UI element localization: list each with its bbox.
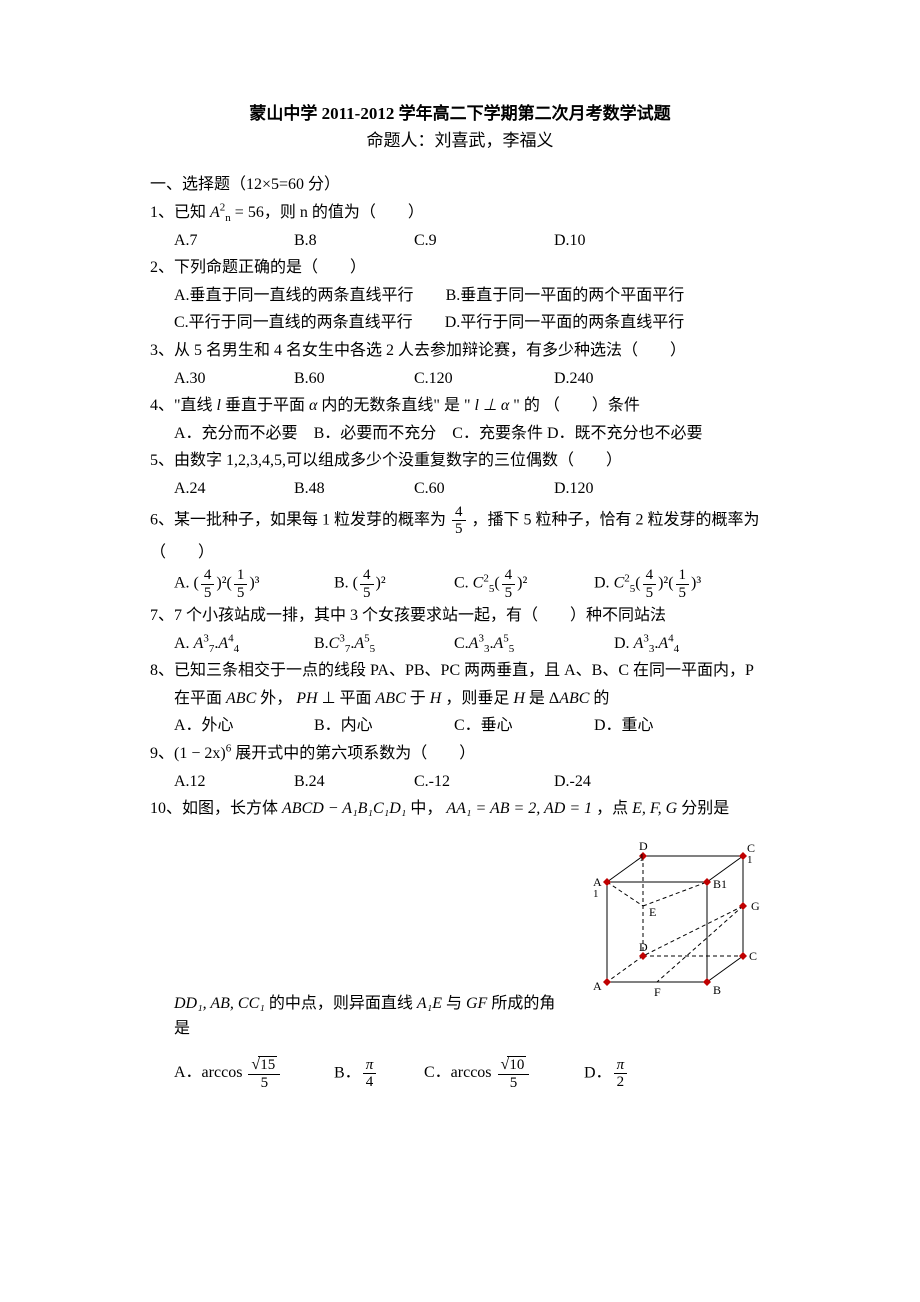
svg-text:B: B <box>713 983 721 997</box>
q9-opt-b: B.24 <box>294 769 414 795</box>
q8-opt-d: D．重心 <box>594 713 654 739</box>
q1-options: A.7 B.8 C.9 D.10 <box>150 228 770 254</box>
q10-stem-line2: DD₁, AB, CC₁ 的中点，则异面直线 A₁E 与 GF 所成的角是 <box>150 991 564 1042</box>
q3-opt-b: B.60 <box>294 366 414 392</box>
q6-opt-c: C. C25(45)² <box>454 567 594 601</box>
q2-options-row2: C.平行于同一直线的两条直线平行 D.平行于同一平面的两条直线平行 <box>150 310 770 336</box>
svg-text:B1: B1 <box>713 877 727 891</box>
q2-options-row1: A.垂直于同一直线的两条直线平行 B.垂直于同一平面的两个平面平行 <box>150 283 770 309</box>
svg-text:F: F <box>654 985 661 999</box>
q9-options: A.12 B.24 C.-12 D.-24 <box>150 769 770 795</box>
q8-stem-line2: 在平面 ABC 外， PH ⊥ 平面 ABC 于 H ，则垂足 H 是 ΔABC… <box>150 686 770 712</box>
q8-opt-b: B．内心 <box>314 713 454 739</box>
section-heading: 一、选择题（12×5=60 分） <box>150 172 770 198</box>
q4-opt-d: D．既不充分也不必要 <box>547 425 703 442</box>
q10-opt-a: A．arccos 155 <box>174 1056 334 1091</box>
q6-options: A. (45)²(15)³ B. (45)² C. C25(45)² D. C2… <box>150 567 770 601</box>
q10-stem-line1: 10、如图，长方体 ABCD − A₁B₁C₁D₁ 中， AA₁ = AB = … <box>150 796 770 822</box>
q4-opt-c: C．充要条件 <box>452 425 543 442</box>
q8-opt-c: C．垂心 <box>454 713 594 739</box>
q6-opt-a: A. (45)²(15)³ <box>174 567 334 601</box>
q7-opt-b: B.C37.A55 <box>314 631 454 657</box>
svg-text:A: A <box>593 875 602 889</box>
q3-opt-c: C.120 <box>414 366 554 392</box>
q9-opt-a: A.12 <box>174 769 294 795</box>
q4-opt-a: A．充分而不必要 <box>174 425 298 442</box>
q4-options: A．充分而不必要 B．必要而不充分 C．充要条件 D．既不充分也不必要 <box>150 421 770 447</box>
q6-paren: （ ） <box>150 540 770 566</box>
q1-stem: 1、已知 A2n = 56，则 n 的值为（ ） <box>150 200 770 226</box>
q3-stem: 3、从 5 名男生和 4 名女生中各选 2 人去参加辩论赛，有多少种选法（ ） <box>150 338 770 364</box>
q6-opt-d: D. C25(45)²(15)³ <box>594 567 701 601</box>
svg-text:D: D <box>639 940 648 954</box>
q6-opt-b: B. (45)² <box>334 567 454 601</box>
q7-opt-c: C.A33.A55 <box>454 631 614 657</box>
q3-opt-d: D.240 <box>554 366 594 392</box>
svg-text:E: E <box>649 905 656 919</box>
q8-stem-line1: 8、已知三条相交于一点的线段 PA、PB、PC 两两垂直，且 A、B、C 在同一… <box>150 658 770 684</box>
svg-text:D: D <box>639 839 648 853</box>
q5-opt-c: C.60 <box>414 476 554 502</box>
svg-text:1: 1 <box>747 854 753 866</box>
q10-figure-area: D1C1A1B1GEDCAFB DD₁, AB, CC₁ 的中点，则异面直线 A… <box>150 824 770 1042</box>
q5-stem: 5、由数字 1,2,3,4,5,可以组成多少个没重复数字的三位偶数（ ） <box>150 448 770 474</box>
q7-opt-a: A. A37.A44 <box>174 631 314 657</box>
q10-opt-b: B．π4 <box>334 1057 424 1091</box>
q3-opt-a: A.30 <box>174 366 294 392</box>
q2-opt-a: A.垂直于同一直线的两条直线平行 <box>174 287 414 304</box>
svg-text:G: G <box>751 899 760 913</box>
q5-opt-b: B.48 <box>294 476 414 502</box>
q1-opt-b: B.8 <box>294 228 414 254</box>
svg-text:C: C <box>747 841 755 855</box>
svg-text:A: A <box>593 979 602 993</box>
q4-stem: 4、"直线 l 垂直于平面 α 内的无数条直线" 是 " l ⊥ α " 的 （… <box>150 393 770 419</box>
exam-authors: 命题人：刘喜武，李福义 <box>150 127 770 154</box>
q9-opt-c: C.-12 <box>414 769 554 795</box>
svg-text:1: 1 <box>639 852 645 864</box>
q1-opt-a: A.7 <box>174 228 294 254</box>
q7-stem: 7、7 个小孩站成一排，其中 3 个女孩要求站一起，有（ ）种不同站法 <box>150 603 770 629</box>
q7-options: A. A37.A44 B.C37.A55 C.A33.A55 D. A33.A4… <box>150 631 770 657</box>
q8-options: A．外心 B．内心 C．垂心 D．重心 <box>150 713 770 739</box>
q10-opt-d: D．π2 <box>584 1057 629 1091</box>
q3-options: A.30 B.60 C.120 D.240 <box>150 366 770 392</box>
q10-opt-c: C．arccos 105 <box>424 1056 584 1091</box>
q5-opt-d: D.120 <box>554 476 594 502</box>
q2-opt-b: B.垂直于同一平面的两个平面平行 <box>446 287 685 304</box>
q1-opt-d: D.10 <box>554 228 586 254</box>
q8-opt-a: A．外心 <box>174 713 314 739</box>
cuboid-figure: D1C1A1B1GEDCAFB <box>585 834 760 1008</box>
q2-opt-c: C.平行于同一直线的两条直线平行 <box>174 314 413 331</box>
q1-opt-c: C.9 <box>414 228 554 254</box>
q9-opt-d: D.-24 <box>554 769 591 795</box>
q6-stem: 6、某一批种子，如果每 1 粒发芽的概率为 45 ，播下 5 粒种子，恰有 2 … <box>150 504 770 538</box>
q2-opt-d: D.平行于同一平面的两条直线平行 <box>445 314 685 331</box>
q5-options: A.24 B.48 C.60 D.120 <box>150 476 770 502</box>
q2-stem: 2、下列命题正确的是（ ） <box>150 255 770 281</box>
q10-options: A．arccos 155 B．π4 C．arccos 105 D．π2 <box>150 1056 770 1091</box>
q9-stem: 9、(1 − 2x)6 展开式中的第六项系数为（ ） <box>150 741 770 767</box>
exam-title: 蒙山中学 2011-2012 学年高二下学期第二次月考数学试题 <box>150 100 770 127</box>
q4-opt-b: B．必要而不充分 <box>314 425 437 442</box>
svg-text:C: C <box>749 949 757 963</box>
svg-text:1: 1 <box>593 888 599 900</box>
q7-opt-d: D. A33.A44 <box>614 631 679 657</box>
q5-opt-a: A.24 <box>174 476 294 502</box>
